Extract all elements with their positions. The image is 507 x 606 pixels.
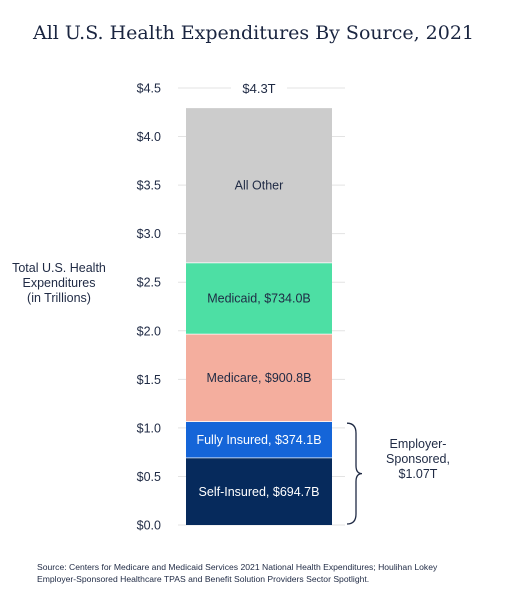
brace-annotation-text: $1.07T xyxy=(399,467,438,481)
y-axis-label: Expenditures xyxy=(23,276,96,290)
chart-title: All U.S. Health Expenditures By Source, … xyxy=(32,22,475,44)
segment-label-all-other: All Other xyxy=(235,178,284,192)
segment-label-medicare: Medicare, $900.8B xyxy=(207,371,312,385)
brace-annotation-text: Sponsored, xyxy=(386,452,450,466)
total-label-bg xyxy=(231,79,287,97)
stacked-bar-chart: $0.0 $0.5 $1.0 $1.5 $2.0 $2.5 $3.0 $3.5 $4.0 $4.5… xyxy=(12,79,450,533)
brace-annotation-text: Employer- xyxy=(390,437,447,451)
total-label: $4.3T xyxy=(242,81,275,96)
segment-label-self-insured: Self-Insured, $694.7B xyxy=(199,485,320,499)
y-tick-label: $4.5 xyxy=(137,82,161,96)
y-axis-label: (in Trillions) xyxy=(27,291,91,305)
y-tick-label: $4.0 xyxy=(137,130,161,144)
employer-sponsored-brace xyxy=(346,422,363,525)
bar-segment-fully-insured xyxy=(186,421,332,458)
y-tick-label: $1.0 xyxy=(137,421,161,435)
bar-segment-medicare xyxy=(186,333,332,422)
y-tick-label: $2.5 xyxy=(137,276,161,290)
bar-segment-all-other xyxy=(186,107,332,263)
source-note: Source: Centers for Medicare and Medicai… xyxy=(37,562,438,584)
y-tick-label: $3.5 xyxy=(137,179,161,193)
y-tick-label: $2.0 xyxy=(137,324,161,338)
bar-segment-self-insured xyxy=(186,457,332,525)
y-axis-label: Total U.S. Health xyxy=(12,261,106,275)
y-tick-label: $1.5 xyxy=(137,373,161,387)
segment-label-fully-insured: Fully Insured, $374.1B xyxy=(196,433,321,447)
bar-segment-medicaid xyxy=(186,262,332,334)
y-tick-label: $3.0 xyxy=(137,227,161,241)
segment-label-medicaid: Medicaid, $734.0B xyxy=(207,292,311,306)
y-tick-label: $0.5 xyxy=(137,470,161,484)
y-tick-label: $0.0 xyxy=(137,519,161,533)
